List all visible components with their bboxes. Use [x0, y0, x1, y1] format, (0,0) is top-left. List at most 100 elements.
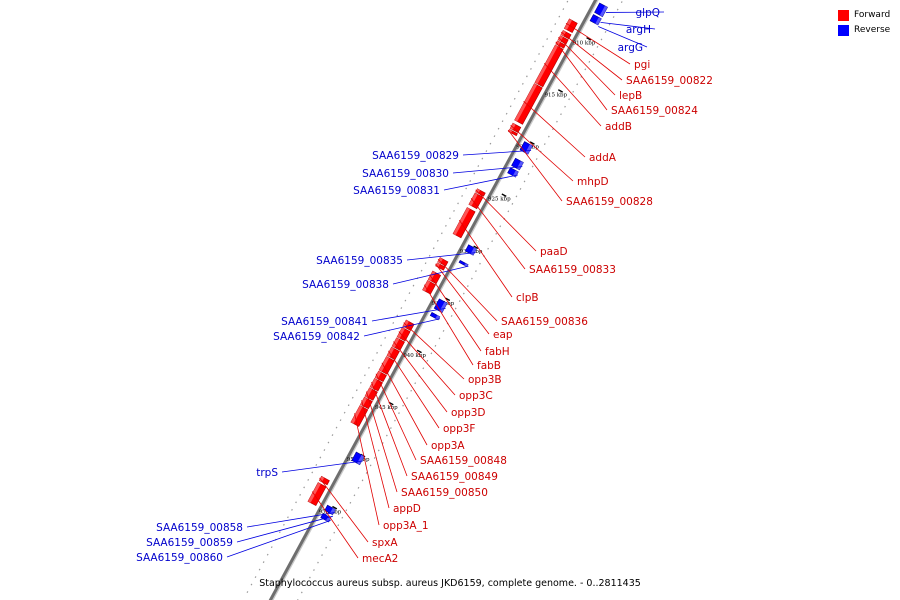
- gene-leader-line: [507, 129, 563, 202]
- gene-highlight: [599, 5, 608, 17]
- gene-leader-line: [598, 26, 648, 48]
- reverse-swatch: [838, 25, 849, 36]
- forward-gene-label: SAA6159_00822: [626, 75, 713, 87]
- gene-leader-line: [392, 265, 469, 285]
- tick-mark: [332, 505, 338, 510]
- reverse-gene-label: argH: [626, 24, 651, 36]
- gene-highlight: [422, 280, 431, 292]
- forward-gene-label: fabH: [485, 346, 510, 358]
- gene-leader-line: [555, 41, 608, 111]
- gene-leader-line: [423, 284, 474, 366]
- forward-gene-label: paaD: [540, 246, 568, 258]
- gene-leader-line: [281, 460, 363, 473]
- gene-leader-line: [319, 477, 369, 543]
- legend-forward-label: Forward: [854, 10, 891, 20]
- gene-highlight: [510, 123, 516, 130]
- gene-highlight: [364, 387, 373, 398]
- reverse-gene-label: SAA6159_00841: [281, 316, 368, 328]
- gene-leader-line: [565, 22, 631, 65]
- gene-highlight: [392, 337, 400, 348]
- gene-leader-line: [470, 197, 526, 270]
- gene-leader-line: [403, 322, 465, 380]
- gene-leader-line: [381, 362, 428, 446]
- forward-gene-label: addA: [589, 152, 617, 164]
- gene-leader-line: [443, 174, 518, 191]
- gene-highlight: [464, 263, 469, 267]
- reverse-gene-label: trpS: [256, 467, 278, 479]
- reverse-gene-label: SAA6159_00860: [136, 552, 223, 564]
- forward-gene-label: mecA2: [362, 553, 398, 565]
- forward-gene-label: opp3C: [459, 390, 493, 402]
- legend: Forward Reverse: [838, 8, 890, 38]
- gene-leader-line: [311, 491, 359, 559]
- tick-label: 910 kbp: [573, 40, 596, 46]
- gene-leader-line: [429, 274, 482, 352]
- reverse-gene-label: SAA6159_00829: [372, 150, 459, 162]
- forward-gene-label: SAA6159_00824: [611, 105, 698, 117]
- forward-gene-label: spxA: [372, 537, 398, 549]
- gene-leader-line: [246, 512, 335, 528]
- gene-highlight: [307, 482, 321, 503]
- forward-gene-label: SAA6159_00836: [501, 316, 588, 328]
- gene-highlight: [558, 35, 563, 42]
- reverse-gene-label: SAA6159_00830: [362, 168, 449, 180]
- tick-mark: [416, 349, 422, 354]
- forward-gene-label: opp3A_1: [383, 520, 429, 532]
- reverse-gene-label: SAA6159_00858: [156, 522, 243, 534]
- forward-gene-label: SAA6159_00828: [566, 196, 653, 208]
- gene-leader-line: [558, 36, 616, 96]
- gene-leader-line: [388, 350, 440, 429]
- tick-label: 945 kbp: [375, 405, 398, 411]
- gene-highlight: [375, 371, 382, 379]
- gene-highlight: [325, 516, 331, 522]
- gene-leader-line: [462, 150, 532, 156]
- gene-leader-line: [510, 124, 574, 182]
- gene-leader-line: [560, 31, 623, 81]
- forward-gene-label: pgi: [634, 59, 650, 71]
- tick-mark: [473, 245, 479, 250]
- gene-leader-line: [458, 219, 513, 298]
- gene-leader-line: [435, 263, 490, 335]
- forward-gene-label: SAA6159_00848: [420, 455, 507, 467]
- reverse-gene-label: SAA6159_00835: [316, 255, 403, 267]
- forward-gene-label: SAA6159_00833: [529, 264, 616, 276]
- reverse-gene-label: glpQ: [635, 7, 660, 19]
- gene-leader-line: [437, 258, 498, 322]
- gene-highlight: [428, 271, 436, 281]
- gene-leader-line: [600, 21, 656, 30]
- gene-leader-line: [393, 341, 448, 413]
- gene-highlight: [397, 327, 405, 339]
- map-caption: Staphylococcus aureus subsp. aureus JKD6…: [259, 578, 641, 589]
- forward-swatch: [838, 10, 849, 21]
- forward-gene-label: mhpD: [577, 176, 609, 188]
- gene-highlight: [595, 17, 602, 26]
- gene-highlight: [534, 45, 558, 84]
- forward-gene-label: SAA6159_00850: [401, 487, 488, 499]
- gene-leader-line: [406, 252, 476, 261]
- legend-reverse: Reverse: [838, 23, 890, 38]
- forward-gene-label: opp3D: [451, 407, 486, 419]
- tick-mark: [529, 141, 535, 145]
- gene-leader-line: [226, 519, 331, 558]
- gene-highlight: [387, 347, 395, 357]
- forward-gene-label: opp3B: [468, 374, 502, 386]
- gene-highlight: [319, 476, 325, 482]
- gene-highlight: [350, 405, 363, 424]
- reverse-gene-label: SAA6159_00831: [353, 185, 440, 197]
- reverse-gene-label: SAA6159_00859: [146, 537, 233, 549]
- gene-highlight: [402, 320, 409, 328]
- tick-label: 915 kbp: [544, 93, 567, 99]
- gene-leader-line: [452, 166, 523, 174]
- gene-highlight: [379, 356, 390, 372]
- forward-gene-label: opp3A: [431, 440, 465, 452]
- gene-highlight: [560, 30, 566, 37]
- forward-gene-label: clpB: [516, 292, 539, 304]
- gene-highlight: [435, 262, 440, 268]
- tick-mark: [501, 193, 507, 197]
- gene-layer: [307, 2, 608, 523]
- label-layer: glpQ argH argG SAA6159_00829 SAA6159_00830 SA…: [136, 7, 713, 565]
- gene-leader-line: [371, 381, 408, 477]
- gene-leader-line: [543, 63, 602, 127]
- gene-leader-line: [375, 373, 417, 461]
- tick-label: 925 kbp: [488, 197, 511, 203]
